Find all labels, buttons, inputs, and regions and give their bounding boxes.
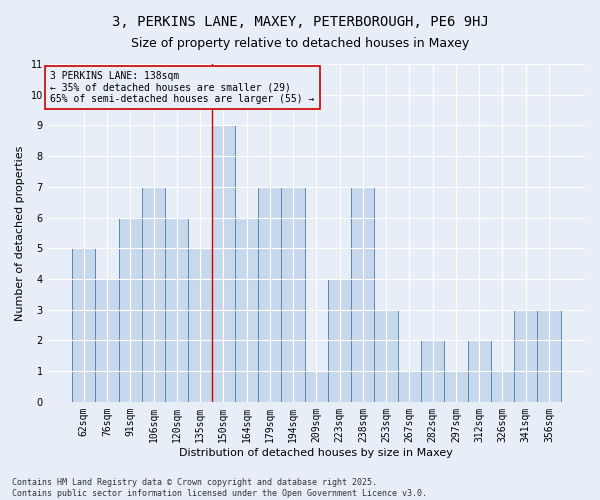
Bar bbox=[421, 340, 444, 402]
Bar bbox=[491, 371, 514, 402]
Bar bbox=[95, 279, 119, 402]
Bar bbox=[281, 187, 305, 402]
Bar bbox=[328, 279, 351, 402]
Bar bbox=[305, 371, 328, 402]
X-axis label: Distribution of detached houses by size in Maxey: Distribution of detached houses by size … bbox=[179, 448, 453, 458]
Bar bbox=[398, 371, 421, 402]
Bar bbox=[467, 340, 491, 402]
Bar bbox=[235, 218, 258, 402]
Bar bbox=[374, 310, 398, 402]
Text: Size of property relative to detached houses in Maxey: Size of property relative to detached ho… bbox=[131, 38, 469, 51]
Bar bbox=[72, 248, 95, 402]
Bar bbox=[444, 371, 467, 402]
Bar bbox=[212, 126, 235, 402]
Bar bbox=[514, 310, 538, 402]
Bar bbox=[119, 218, 142, 402]
Bar bbox=[351, 187, 374, 402]
Y-axis label: Number of detached properties: Number of detached properties bbox=[15, 145, 25, 320]
Bar bbox=[188, 248, 212, 402]
Text: 3, PERKINS LANE, MAXEY, PETERBOROUGH, PE6 9HJ: 3, PERKINS LANE, MAXEY, PETERBOROUGH, PE… bbox=[112, 15, 488, 29]
Bar bbox=[258, 187, 281, 402]
Text: Contains HM Land Registry data © Crown copyright and database right 2025.
Contai: Contains HM Land Registry data © Crown c… bbox=[12, 478, 427, 498]
Bar bbox=[538, 310, 560, 402]
Bar bbox=[165, 218, 188, 402]
Bar bbox=[142, 187, 165, 402]
Text: 3 PERKINS LANE: 138sqm
← 35% of detached houses are smaller (29)
65% of semi-det: 3 PERKINS LANE: 138sqm ← 35% of detached… bbox=[50, 71, 315, 104]
